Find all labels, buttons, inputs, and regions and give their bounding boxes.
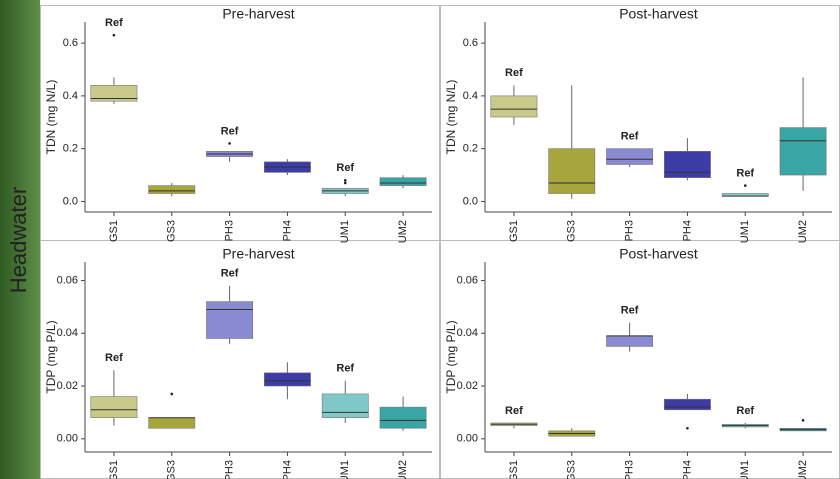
x-tick-label: GS3 — [166, 460, 178, 479]
ref-label: Ref — [336, 363, 354, 375]
panel-title: Pre-harvest — [222, 246, 294, 262]
y-tick-label: 0.06 — [457, 274, 478, 286]
y-tick-label: 0.00 — [457, 433, 478, 445]
outlier — [344, 179, 347, 182]
x-tick-label: GS1 — [508, 220, 520, 242]
y-tick-label: 0.0 — [63, 195, 78, 207]
x-tick-label: PH4 — [281, 220, 293, 241]
ref-label: Ref — [336, 162, 354, 174]
box — [380, 407, 426, 428]
panel-title: Pre-harvest — [222, 6, 294, 22]
x-tick-label: PH3 — [623, 220, 635, 241]
outlier — [344, 182, 347, 185]
box — [149, 186, 195, 194]
x-tick-label: GS1 — [508, 460, 520, 479]
y-tick-label: 0.02 — [57, 380, 78, 392]
outlier — [744, 184, 747, 187]
outlier — [170, 393, 173, 396]
box — [664, 151, 710, 177]
box — [322, 394, 368, 418]
y-tick-label: 0.00 — [57, 433, 78, 445]
ref-label: Ref — [736, 168, 754, 180]
y-axis-label: TDN (mg N/L) — [444, 80, 458, 155]
box — [664, 399, 710, 410]
x-tick-label: GS3 — [566, 460, 578, 479]
y-tick-label: 0.2 — [63, 143, 78, 155]
box — [549, 149, 595, 194]
x-tick-label: UM2 — [797, 460, 809, 479]
x-tick-label: PH4 — [281, 460, 293, 479]
y-tick-label: 0.04 — [457, 327, 478, 339]
ref-label: Ref — [221, 268, 239, 280]
x-tick-label: UM1 — [739, 460, 751, 479]
y-tick-label: 0.4 — [63, 90, 78, 102]
ref-label: Ref — [105, 352, 123, 364]
x-tick-label: UM2 — [397, 220, 409, 243]
x-tick-label: GS1 — [108, 460, 120, 479]
box — [491, 96, 537, 117]
x-tick-label: UM2 — [397, 460, 409, 479]
y-tick-label: 0.6 — [463, 37, 478, 49]
chart: Headwater Pre-harvest TDN (mg N/L) 0.0 0.2 0… — [0, 0, 840, 479]
outlier — [686, 427, 689, 430]
box — [606, 149, 652, 165]
x-tick-label: UM1 — [739, 220, 751, 243]
box — [264, 373, 310, 386]
x-tick-label: UM2 — [797, 220, 809, 243]
x-tick-label: PH3 — [223, 460, 235, 479]
outlier — [802, 419, 805, 422]
x-tick-label: GS1 — [108, 220, 120, 242]
x-tick-label: PH3 — [223, 220, 235, 241]
box — [780, 128, 826, 176]
outlier — [113, 34, 116, 37]
x-tick-label: PH4 — [681, 220, 693, 241]
ref-label: Ref — [505, 67, 523, 79]
panel-title: Post-harvest — [619, 246, 698, 262]
side-label: Headwater — [6, 187, 31, 293]
y-tick-label: 0.06 — [57, 274, 78, 286]
ref-label: Ref — [736, 405, 754, 417]
x-tick-label: GS3 — [166, 220, 178, 242]
outlier — [228, 142, 231, 145]
box — [606, 336, 652, 347]
x-tick-label: GS3 — [566, 220, 578, 242]
x-tick-label: PH4 — [681, 460, 693, 479]
y-tick-label: 0.2 — [463, 143, 478, 155]
y-tick-label: 0.6 — [63, 37, 78, 49]
y-tick-label: 0.4 — [463, 90, 478, 102]
x-tick-label: UM1 — [339, 220, 351, 243]
ref-label: Ref — [105, 17, 123, 29]
box — [149, 418, 195, 429]
y-tick-label: 0.0 — [463, 195, 478, 207]
ref-label: Ref — [505, 405, 523, 417]
box — [380, 178, 426, 186]
box — [91, 397, 137, 418]
box — [206, 302, 252, 339]
y-tick-label: 0.04 — [57, 327, 78, 339]
ref-label: Ref — [221, 125, 239, 137]
ref-label: Ref — [621, 305, 639, 317]
x-tick-label: PH3 — [623, 460, 635, 479]
y-tick-label: 0.02 — [457, 380, 478, 392]
x-tick-label: UM1 — [339, 460, 351, 479]
y-axis-label: TDN (mg N/L) — [44, 80, 58, 155]
ref-label: Ref — [621, 131, 639, 143]
panel-title: Post-harvest — [619, 6, 698, 22]
